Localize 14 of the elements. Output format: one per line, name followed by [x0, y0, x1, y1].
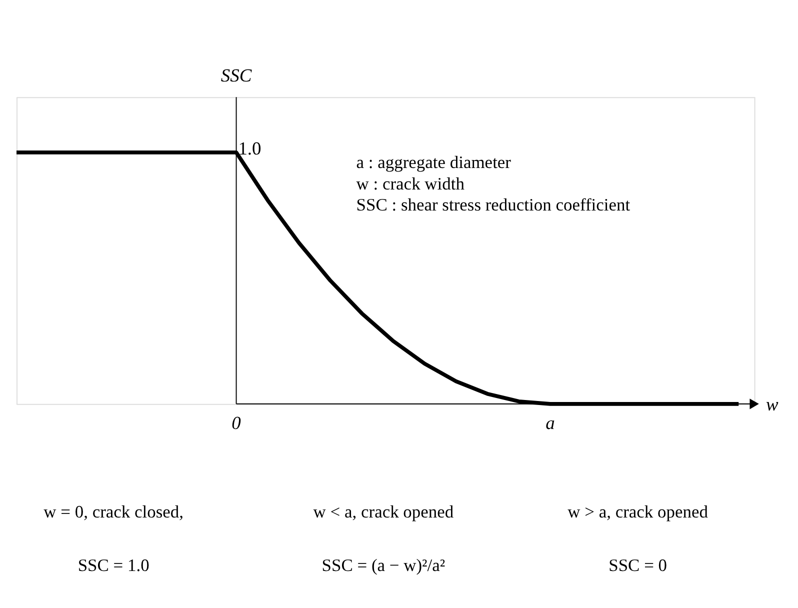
- text: SSC = 0: [608, 554, 668, 575]
- x-tick-label: a: [546, 413, 555, 434]
- annotation: a : aggregate diameter: [356, 152, 512, 172]
- text: w > a, crack opened: [568, 502, 708, 522]
- annotation: 1.0: [238, 138, 262, 158]
- text: SSC = 1.0: [78, 554, 150, 575]
- annotation: SSC : shear stress reduction coefficient: [356, 194, 630, 215]
- text: w = 0, crack closed,: [44, 502, 184, 522]
- x-tick-label: 0: [232, 413, 241, 434]
- text: SSC = (a − w)²/a²: [322, 554, 446, 575]
- annotation: w : crack width: [356, 173, 465, 194]
- x-axis-title: w: [766, 394, 779, 415]
- text: w < a, crack opened: [313, 502, 454, 522]
- y-axis-title: SSC: [220, 66, 252, 86]
